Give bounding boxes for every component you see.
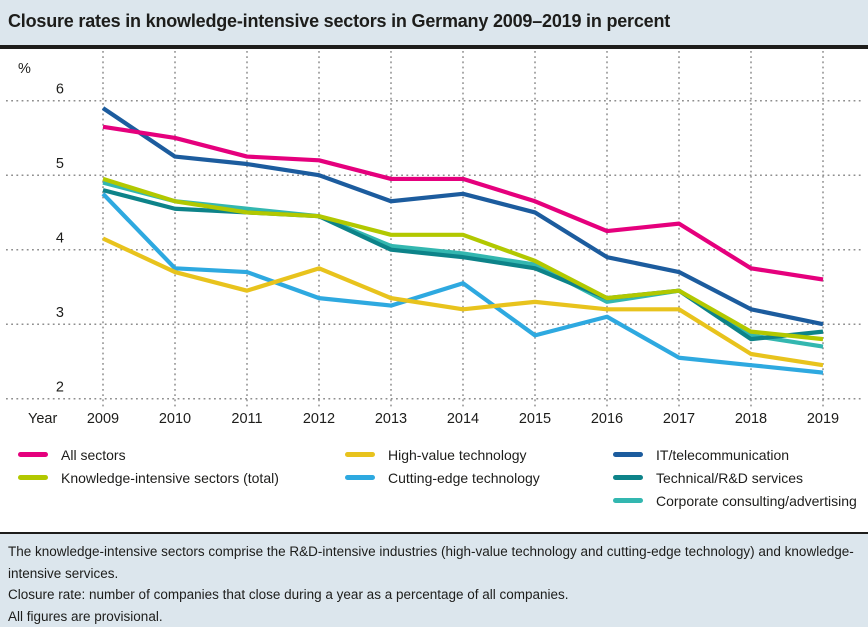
legend-swatch	[613, 475, 643, 480]
legend-swatch	[613, 498, 643, 503]
legend-label: Knowledge-intensive sectors (total)	[61, 470, 279, 486]
x-axis-title: Year	[28, 411, 57, 427]
chart-title: Closure rates in knowledge-intensive sec…	[0, 0, 868, 45]
footnote-line: All figures are provisional.	[8, 606, 858, 627]
legend-column: All sectors Knowledge-intensive sectors (…	[18, 447, 345, 493]
y-tick-label: 2	[56, 380, 64, 396]
x-tick-label: 2010	[159, 411, 191, 427]
legend-swatch	[613, 452, 643, 457]
legend-item: Knowledge-intensive sectors (total)	[18, 470, 345, 485]
legend-label: Cutting-edge technology	[388, 470, 540, 486]
legend-item: All sectors	[18, 447, 345, 462]
y-tick-label: 6	[56, 82, 64, 98]
x-tick-label: 2009	[87, 411, 119, 427]
footnotes: The knowledge-intensive sectors comprise…	[0, 534, 868, 627]
legend-swatch	[18, 452, 48, 457]
x-axis-labels: Year 2009 2010 2011 2012 2013 2014 2015 2016 2017…	[28, 411, 839, 427]
x-tick-label: 2014	[447, 411, 479, 427]
y-axis-labels: % 6 5 4 3 2	[18, 61, 64, 396]
footnote-line: Closure rate: number of companies that c…	[8, 584, 858, 606]
legend: All sectors Knowledge-intensive sectors (…	[0, 439, 868, 516]
y-tick-label: 4	[56, 231, 64, 247]
legend-swatch	[345, 452, 375, 457]
x-tick-label: 2012	[303, 411, 335, 427]
x-tick-label: 2018	[735, 411, 767, 427]
legend-item: Corporate consulting/advertising	[613, 493, 857, 508]
legend-label: IT/telecommunication	[656, 447, 789, 463]
x-tick-label: 2017	[663, 411, 695, 427]
footnote-line: The knowledge-intensive sectors comprise…	[8, 541, 858, 584]
x-tick-label: 2013	[375, 411, 407, 427]
legend-label: Technical/R&D services	[656, 470, 803, 486]
x-tick-label: 2019	[807, 411, 839, 427]
y-tick-label: 3	[56, 305, 64, 321]
legend-item: Cutting-edge technology	[345, 470, 613, 485]
legend-label: Corporate consulting/advertising	[656, 493, 857, 509]
x-tick-label: 2011	[231, 411, 262, 427]
chart-panel: % 6 5 4 3 2 Year 2009 2010 2011 2012 2013 2014 2015 20…	[0, 49, 868, 532]
legend-label: High-value technology	[388, 447, 527, 463]
legend-swatch	[18, 475, 48, 480]
legend-column: IT/telecommunication Technical/R&D servic…	[613, 447, 857, 516]
legend-column: High-value technology Cutting-edge techno…	[345, 447, 613, 493]
legend-swatch	[345, 475, 375, 480]
x-tick-label: 2016	[591, 411, 623, 427]
y-axis-unit: %	[18, 61, 31, 77]
x-tick-label: 2015	[519, 411, 551, 427]
y-tick-label: 5	[56, 156, 64, 172]
legend-item: Technical/R&D services	[613, 470, 857, 485]
legend-item: IT/telecommunication	[613, 447, 857, 462]
legend-item: High-value technology	[345, 447, 613, 462]
line-chart: % 6 5 4 3 2 Year 2009 2010 2011 2012 2013 2014 2015 20…	[0, 49, 868, 439]
legend-label: All sectors	[61, 447, 126, 463]
